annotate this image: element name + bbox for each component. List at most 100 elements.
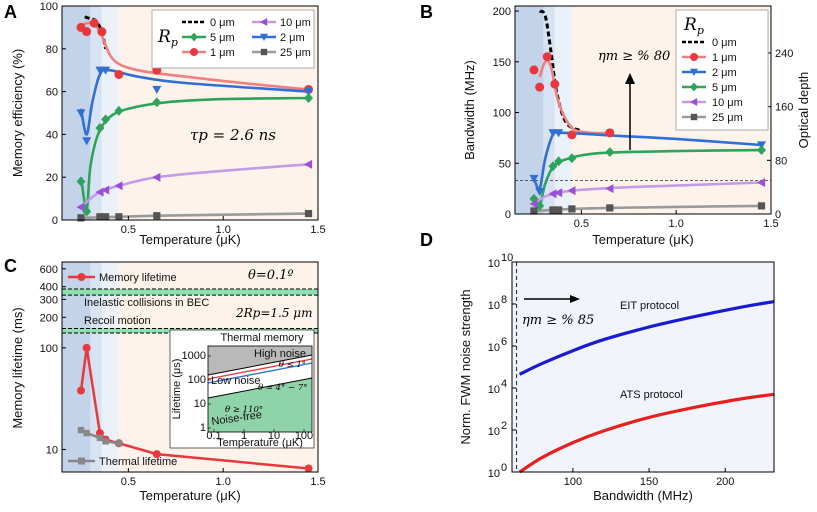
b-point-2-0 bbox=[529, 174, 539, 183]
a-point-4-4 bbox=[152, 172, 161, 182]
panel-c-legend-thermal-label: Thermal lifetime bbox=[99, 456, 177, 468]
panel-a: A 0.5 1.0 1.5 0 20 40 60 80 100 Temperature (μK… bbox=[4, 1, 326, 247]
c-ytick-label-3: 300 bbox=[40, 294, 58, 306]
inset-region-noise-free bbox=[208, 378, 312, 432]
a-legend-label-1: 1 μm bbox=[210, 47, 235, 59]
inset-xtick-label-2: 10 bbox=[268, 430, 280, 442]
b-point-1-5 bbox=[605, 128, 615, 138]
panel-b-xlabel: Temperature (μK) bbox=[592, 232, 693, 247]
d-ytick-label-3: 10 bbox=[488, 342, 500, 354]
band-coldest bbox=[62, 262, 91, 472]
b-point-3-6 bbox=[757, 145, 767, 156]
a-point-5-4 bbox=[153, 212, 161, 220]
d-ytick-exponent-0: 0 bbox=[501, 462, 507, 474]
panel-c-recoil-label: Recoil motion bbox=[84, 315, 151, 327]
b-curve-0 bbox=[538, 9, 583, 133]
b-point-3-0 bbox=[529, 193, 539, 204]
inset-ytick-label-1: 10 bbox=[194, 398, 206, 410]
band-coldest bbox=[62, 6, 91, 220]
a-legend-label-3: 5 μm bbox=[210, 32, 235, 44]
c-point-0-6 bbox=[304, 464, 313, 473]
a-point-5-0 bbox=[77, 214, 85, 222]
c-xtick-label-1: 1.0 bbox=[216, 476, 231, 488]
panel-d-eit-label: EIT protocol bbox=[620, 300, 679, 312]
inset-high-noise-label: High noise bbox=[254, 348, 306, 360]
a-point-3-0 bbox=[76, 176, 86, 187]
panel-b-ylabel: Bandwidth (MHz) bbox=[462, 60, 477, 160]
b-legend-marker-4 bbox=[690, 98, 698, 106]
c-xtick-label-2: 1.5 bbox=[310, 476, 325, 488]
b-point-1-0 bbox=[529, 65, 539, 75]
inset-boundary-1 bbox=[207, 354, 313, 376]
b-point-4-0 bbox=[529, 199, 538, 209]
a-xtick-label-2: 1.5 bbox=[310, 224, 325, 236]
c-point-1-4 bbox=[115, 440, 123, 447]
panel-d-xlabel: Bandwidth (MHz) bbox=[593, 488, 693, 503]
a-point-1-3 bbox=[97, 27, 107, 37]
inset-ylabel: Lifetime (μs) bbox=[171, 359, 183, 420]
panel-b-y2label: Optical depth bbox=[796, 72, 811, 149]
d-ytick-exponent-2: 4 bbox=[501, 378, 507, 390]
a-point-3-6 bbox=[304, 93, 314, 103]
b-legend-label-4: 10 μm bbox=[712, 97, 743, 109]
panel-d-ats-label: ATS protocol bbox=[620, 389, 683, 401]
d-ytick-exponent-1: 2 bbox=[501, 420, 507, 432]
b-point-2-3 bbox=[554, 129, 564, 138]
b-point-4-1 bbox=[548, 189, 557, 199]
inset-ytick-label-2: 100 bbox=[188, 374, 206, 386]
a-point-3-2 bbox=[95, 123, 105, 133]
b-point-5-2 bbox=[555, 206, 563, 214]
a-point-4-2 bbox=[101, 185, 110, 195]
b-point-2-1 bbox=[535, 188, 545, 197]
inset-noise-free-sub: θ ≥ 110° bbox=[225, 405, 263, 415]
b-curve-1 bbox=[538, 59, 610, 135]
a-ytick-label-3: 60 bbox=[46, 87, 58, 99]
b-point-1-4 bbox=[567, 130, 577, 140]
a-point-1-2 bbox=[89, 18, 99, 28]
panel-c-xlabel: Temperature (μK) bbox=[139, 488, 240, 503]
panel-d-annotation-text: ηm ≥ % 85 bbox=[522, 313, 594, 328]
d-curve-0 bbox=[518, 300, 775, 376]
a-legend-label-0: 0 μm bbox=[210, 17, 235, 29]
panel-c-legend-thermal-marker bbox=[78, 457, 85, 465]
panel-d-letter: D bbox=[420, 230, 433, 250]
b-point-5-3 bbox=[568, 205, 576, 213]
panel-d-annotation: ηm ≥ % 85 bbox=[522, 295, 594, 328]
b-xtick-label-1: 1.0 bbox=[669, 218, 684, 230]
d-xtick-label-1: 150 bbox=[640, 476, 658, 488]
panel-c-inelastic-label: Inelastic collisions in BEC bbox=[84, 297, 209, 309]
inset-boundary-blue bbox=[207, 362, 313, 384]
c-point-1-0 bbox=[77, 426, 85, 434]
d-ytick-exponent-4: 8 bbox=[501, 294, 507, 306]
a-legend-label-4: 10 μm bbox=[280, 17, 311, 29]
inset-xlabel: Temperature (μK) bbox=[217, 437, 303, 449]
inset-plot: High noise θ ≤ 1° Low noise θ = 4° − 7° … bbox=[171, 345, 313, 449]
b-legend-label-2: 2 μm bbox=[712, 67, 737, 79]
inset-boundary-red bbox=[207, 358, 313, 380]
panel-b-annotation: ηm ≥ % 80 bbox=[598, 49, 670, 150]
b-point-4-2 bbox=[554, 188, 563, 198]
a-xtick-label-1: 1.0 bbox=[216, 224, 231, 236]
a-point-4-5 bbox=[304, 159, 313, 169]
a-point-1-1 bbox=[82, 27, 92, 37]
panel-b-letter: B bbox=[420, 2, 433, 22]
inset-region-low-noise bbox=[208, 355, 312, 398]
a-xtick-label-0: 0.5 bbox=[121, 224, 136, 236]
b-point-5-4 bbox=[606, 204, 614, 212]
inset-ytick-label-0: 1 bbox=[200, 422, 206, 434]
c-point-1-2 bbox=[96, 434, 104, 442]
band-warm bbox=[101, 262, 119, 472]
inset-xtick-label-1: 1 bbox=[241, 430, 247, 442]
panel-c-legend-memory-label: Memory lifetime bbox=[99, 272, 177, 284]
a-legend-label-2: 2 μm bbox=[280, 32, 305, 44]
b-point-2-2 bbox=[548, 129, 558, 138]
d-ytick-label-2: 10 bbox=[488, 384, 500, 396]
a-point-2-3 bbox=[101, 66, 111, 75]
d-xtick-label-2: 200 bbox=[716, 476, 734, 488]
b-legend-marker-3 bbox=[690, 82, 698, 92]
b-point-4-3 bbox=[567, 186, 576, 196]
b-legend-label-5: 25 μm bbox=[712, 112, 743, 124]
inset-ytick-label-3: 1000 bbox=[182, 350, 206, 362]
inset-boundary-2 bbox=[207, 377, 313, 399]
